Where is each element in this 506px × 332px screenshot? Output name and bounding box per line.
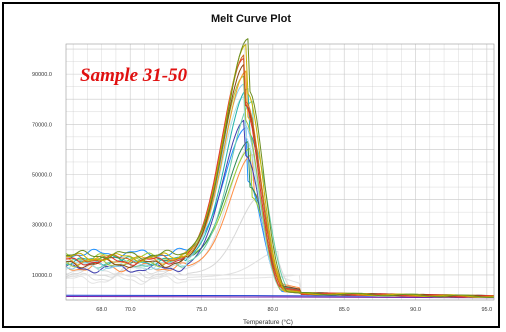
y-tick-label: 70000.0 — [32, 122, 52, 128]
grid-lines — [66, 44, 494, 301]
x-tick-label: 90.0 — [410, 307, 421, 313]
melt-curve-line — [65, 43, 495, 298]
x-axis-label: Temperature (°C) — [243, 318, 293, 326]
x-tick-label: 95.0 — [482, 307, 493, 313]
x-tick-label: 80.0 — [268, 307, 279, 313]
baseline-series-line — [65, 296, 495, 299]
x-tick-label: 68.0 — [96, 307, 107, 313]
y-tick-label: 90000.0 — [32, 72, 52, 78]
plot-frame — [65, 43, 495, 301]
sample-annotation: Sample 31-50 — [80, 65, 188, 86]
tick-labels: 68.0 70.0 75.0 80.0 85.0 90.0 95.0 10000.0 30000… — [32, 72, 492, 313]
chart-title: Melt Curve Plot — [211, 13, 291, 25]
y-tick-label: 30000.0 — [32, 223, 52, 229]
series-layer — [65, 38, 495, 299]
melt-curve-line — [65, 38, 494, 298]
x-tick-label: 85.0 — [339, 307, 350, 313]
melt-curve-chart: Melt Curve Plot 68.0 70.0 75.0 80.0 85.0 90.0… — [32, 13, 495, 326]
x-tick-label: 70.0 — [125, 307, 136, 313]
x-tick-label: 75.0 — [196, 307, 207, 313]
melt-curve-figure: Melt Curve Plot 68.0 70.0 75.0 80.0 85.0 90.0… — [2, 2, 500, 328]
y-tick-label: 10000.0 — [32, 273, 52, 279]
y-tick-label: 50000.0 — [32, 173, 52, 179]
